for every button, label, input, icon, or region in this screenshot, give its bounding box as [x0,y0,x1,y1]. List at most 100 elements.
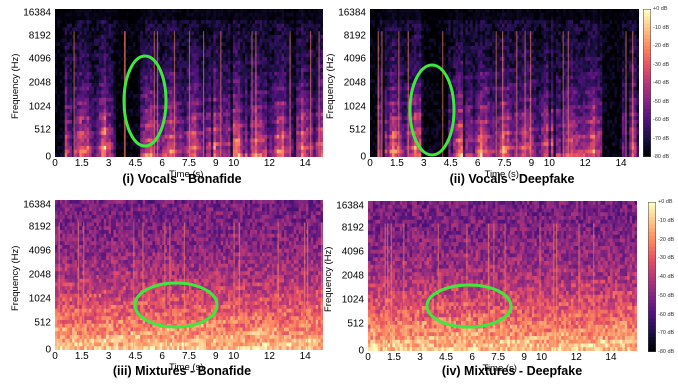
colorbar-step [648,348,656,352]
panel-caption: (ii) Vocals - Deepfake [449,172,575,186]
colorbar-step [643,31,651,36]
x-tick-label: 4.5 [439,352,454,363]
colorbar-step [643,120,651,125]
x-tick-label: 1.5 [387,352,401,363]
y-tick-label: 512 [347,318,364,330]
colorbar-step [643,116,651,121]
colorbar-step [648,284,656,289]
colorbar-step [643,38,651,43]
colorbar-step [643,79,651,84]
spectrogram-cells [368,201,637,351]
x-tick-label: 10 [228,158,240,169]
colorbar-step [643,108,651,114]
colorbar-step [648,288,656,293]
colorbar-step [648,202,656,207]
colorbar-step [648,299,656,304]
colorbar-step [648,235,656,240]
colorbar-step [643,42,651,47]
colorbar-step [643,123,651,128]
x-tick-label: 14 [299,158,311,169]
x-tick-label: 0 [52,158,58,169]
colorbar-tick-label: -60 dB [658,311,675,318]
x-tick-label: 6 [159,351,165,362]
colorbar [648,202,656,352]
colorbar [643,9,651,157]
highlight-ellipse [133,281,219,329]
colorbar-step [648,239,656,244]
y-tick-label: 8192 [341,222,364,234]
spectrogram-plot [370,9,639,157]
colorbar-step [643,127,651,132]
colorbar-step [643,90,651,95]
colorbar-step [648,310,656,315]
x-tick-label: 14 [605,352,617,363]
colorbar-step [648,258,656,263]
x-tick-label: 10 [228,351,240,362]
colorbar-step [648,220,656,225]
spectrogram-plot [55,200,323,350]
x-tick-label: 4.5 [128,351,143,362]
colorbar-tick-label: -10 dB [653,24,670,31]
colorbar-step [648,224,656,229]
x-tick-label: 3 [421,158,427,169]
y-tick-label: 2048 [28,77,51,89]
y-tick-label: 2048 [28,269,51,281]
colorbar-step [643,112,651,117]
x-tick-label: 3 [417,352,423,363]
colorbar-step [643,142,651,147]
y-tick-label: 16384 [338,7,366,19]
x-tick-label: 12 [263,158,275,169]
spectrogram-plot [55,9,323,157]
colorbar-step [648,247,656,252]
x-tick-label: 6 [159,158,165,169]
colorbar-tick-label: -20 dB [658,236,675,243]
x-tick-label: 10 [535,352,548,363]
colorbar-step [648,337,656,342]
x-tick-label: 9 [213,158,219,169]
colorbar-step [643,101,651,106]
panel-caption: (iii) Mixtures - Bonafide [112,364,252,378]
colorbar-step [643,46,651,51]
colorbar-step [643,34,651,40]
highlight-ellipse [425,283,513,329]
colorbar-step [643,71,651,77]
x-tick-label: 12 [263,351,275,362]
highlight-ellipse [122,54,168,148]
x-tick-label: 3 [105,351,112,362]
colorbar-step [648,254,656,259]
colorbar-step [648,209,656,214]
colorbar-step [648,228,656,233]
y-tick-label: 4096 [343,53,366,65]
y-axis-title: Frequency (Hz) [323,246,334,312]
y-tick-label: 0 [358,345,364,357]
y-tick-label: 0 [45,151,51,163]
colorbar-tick-label: +0 dB [653,6,668,12]
colorbar-step [643,68,651,73]
colorbar-step [643,145,651,151]
colorbar-step [648,213,656,218]
colorbar-step [648,295,656,300]
x-axis-title: Time (s) [484,169,519,180]
y-tick-label: 8192 [28,221,51,233]
x-tick-label: 7.5 [182,351,196,362]
x-tick-label: 12 [570,352,582,363]
y-tick-label: 512 [34,317,51,329]
y-tick-label: 1024 [28,293,51,305]
colorbar-step [643,53,651,58]
colorbar-tick-label: -30 dB [653,61,670,68]
y-axis-title: Frequency (Hz) [325,53,336,119]
spectrogram-plot [368,201,637,351]
colorbar-step [643,64,651,69]
colorbar-step [643,12,651,17]
x-tick-label: 4.5 [128,158,143,169]
colorbar-tick-label: -60 dB [653,117,670,123]
colorbar-tick-label: -80 dB [658,349,675,355]
colorbar-step [648,250,656,255]
x-tick-label: 3 [105,158,112,169]
spectrogram-cells [55,9,323,157]
y-tick-label: 8192 [343,30,366,42]
y-tick-label: 512 [34,124,51,136]
colorbar-tick-label: -40 dB [658,274,675,280]
colorbar-tick-label: -80 dB [653,154,670,160]
colorbar-step [648,277,656,282]
